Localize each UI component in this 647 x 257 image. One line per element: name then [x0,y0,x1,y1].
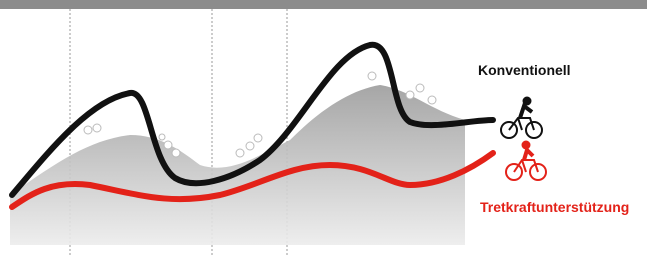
terrain [10,85,465,245]
bike-conventional [501,98,542,139]
illustration: Konventionell Tretkraftunterstützung [0,0,647,257]
bike-assisted [506,142,546,181]
page: Konventionell Tretkraftunterstützung (()… [0,0,647,257]
label-assisted: Tretkraftunterstützung [480,199,629,215]
label-conventional: Konventionell [478,62,571,78]
top-bar [0,0,647,9]
